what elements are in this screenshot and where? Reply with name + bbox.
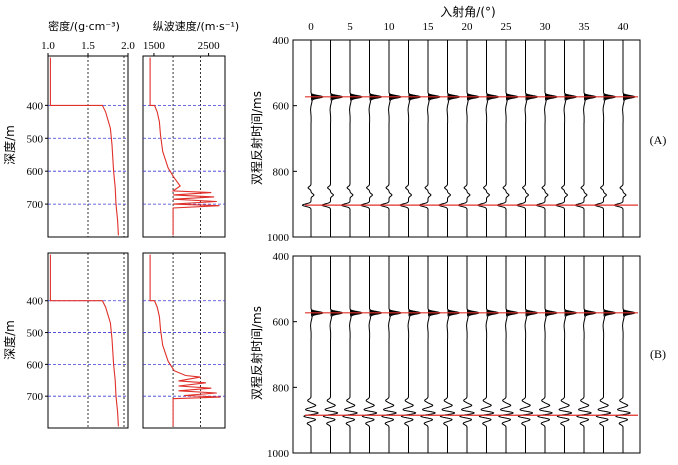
gather-A-trace-0 xyxy=(301,40,324,237)
gather-A-x-tick-label-4: 20 xyxy=(462,21,474,33)
velocity-top-frame xyxy=(142,55,226,238)
gather-A-x-tick-label-5: 25 xyxy=(501,21,513,33)
depth-axis-title-bottom: 深度/m xyxy=(2,320,17,360)
gather-A-x-tick-label-0: 0 xyxy=(308,21,314,33)
gather-A-trace-5 xyxy=(399,40,421,237)
gather-A-trace-12 xyxy=(535,40,558,237)
gather-A-x-tick-label-7: 35 xyxy=(579,21,591,33)
gather-A-trace-2 xyxy=(340,40,363,237)
density-bottom-y-tick-label-2: 600 xyxy=(27,359,44,371)
gather-A-trace-16 xyxy=(613,40,636,237)
density-top-x-tick-label-2: 2.0 xyxy=(121,40,135,52)
gather-A-trace-4 xyxy=(379,40,402,237)
gather-B-trace-3 xyxy=(361,256,382,453)
gather-B-y-tick-label-2: 800 xyxy=(273,382,290,394)
density-bottom-y-tick-label-3: 700 xyxy=(27,391,44,403)
density-top-x-tick-label-0: 1.0 xyxy=(41,40,55,52)
gather-A-x-tick-label-3: 15 xyxy=(423,21,435,33)
gather-A-x-tick-label-1: 5 xyxy=(347,21,353,33)
gather-B-trace-7 xyxy=(439,256,460,453)
angle-axis-title: 入射角/(°) xyxy=(440,4,495,19)
density-top-y-tick-label-2: 600 xyxy=(27,166,44,178)
gather-B-y-tick-label-3: 1000 xyxy=(267,448,290,460)
gather-A-x-tick-label-6: 30 xyxy=(540,21,552,33)
density-top-y-tick-label-3: 700 xyxy=(27,199,44,211)
gather-A-trace-14 xyxy=(574,40,597,237)
gather-A-trace-6 xyxy=(418,40,441,237)
panel-label-A: (A) xyxy=(650,133,667,147)
gather-A-y-tick-label-0: 400 xyxy=(273,35,290,47)
density-top-curve-0 xyxy=(49,57,119,236)
density-top-y-tick-label-1: 500 xyxy=(27,133,44,145)
gather-B-y-tick-label-0: 400 xyxy=(273,251,290,263)
gather-A-trace-7 xyxy=(438,40,460,237)
gather-B-trace-0 xyxy=(303,256,324,453)
gather-B-trace-1 xyxy=(322,256,343,453)
velocity-bottom-frame xyxy=(142,252,226,429)
gather-B-trace-12 xyxy=(537,256,558,453)
gather-B-trace-16 xyxy=(615,256,636,453)
velocity-top-curve-0 xyxy=(149,57,220,236)
gather-A-y-tick-label-3: 1000 xyxy=(267,232,290,244)
gather-A-trace-9 xyxy=(477,40,499,237)
gather-A-trace-10 xyxy=(496,40,519,237)
gather-A-y-tick-label-1: 600 xyxy=(273,101,290,113)
panel-label-B: (B) xyxy=(650,347,666,361)
gather-A-x-tick-label-2: 10 xyxy=(384,21,396,33)
gather-A-trace-15 xyxy=(594,40,616,237)
gather-B-trace-15 xyxy=(595,256,616,453)
density-bottom-curve-0 xyxy=(49,254,119,427)
velocity-top-x-tick-label-0: 1500 xyxy=(143,40,166,52)
gather-B-trace-14 xyxy=(576,256,597,453)
velocity-axis-title: 纵波速度/(m·s⁻¹) xyxy=(153,19,239,33)
gather-B-trace-10 xyxy=(498,256,519,453)
gather-B-trace-9 xyxy=(478,256,499,453)
time-axis-title-B: 双程反射时间/ms xyxy=(249,306,264,400)
gather-A-trace-8 xyxy=(457,40,480,237)
gather-B-trace-4 xyxy=(381,256,402,453)
density-top-y-tick-label-0: 400 xyxy=(27,100,44,112)
gather-B-trace-5 xyxy=(400,256,421,453)
gather-B-trace-2 xyxy=(342,256,363,453)
gather-A-x-tick-label-8: 40 xyxy=(618,21,630,33)
density-bottom-y-tick-label-1: 500 xyxy=(27,328,44,340)
density-top-x-tick-label-1: 1.5 xyxy=(81,40,95,52)
gather-A-trace-3 xyxy=(360,40,382,237)
time-axis-title-A: 双程反射时间/ms xyxy=(249,91,264,185)
gather-B-trace-13 xyxy=(556,256,577,453)
density-axis-title: 密度/(g·cm⁻³) xyxy=(48,19,120,33)
gather-B-trace-6 xyxy=(420,256,441,453)
gather-B-trace-8 xyxy=(459,256,480,453)
gather-A-trace-11 xyxy=(516,40,538,237)
depth-axis-title-top: 深度/m xyxy=(2,125,17,165)
gather-B-trace-11 xyxy=(517,256,538,453)
velocity-top-x-tick-label-1: 2500 xyxy=(198,40,221,52)
gather-A-trace-13 xyxy=(555,40,577,237)
gather-A-y-tick-label-2: 800 xyxy=(273,166,290,178)
density-bottom-y-tick-label-0: 400 xyxy=(27,296,44,308)
gather-B-y-tick-label-1: 600 xyxy=(273,317,290,329)
velocity-bottom-curve-0 xyxy=(149,254,221,427)
gather-A-trace-1 xyxy=(321,40,343,237)
